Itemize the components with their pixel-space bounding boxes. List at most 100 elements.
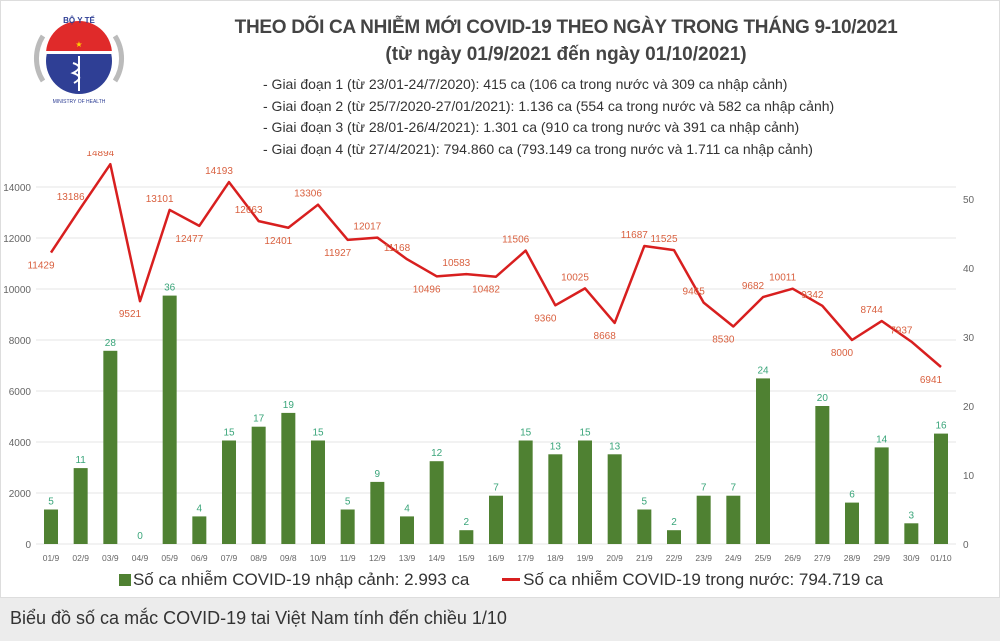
bar-data-label: 11 xyxy=(75,455,86,466)
bar xyxy=(726,495,741,544)
x-axis-tick-label: 01/10 xyxy=(930,553,952,563)
line-data-label: 12017 xyxy=(353,222,381,233)
line-data-label: 9360 xyxy=(534,313,557,324)
line-data-label: 10482 xyxy=(472,285,500,296)
bar-data-label: 13 xyxy=(609,441,621,452)
right-axis-tick-label: 20 xyxy=(963,402,975,413)
legend-label: Số ca nhiễm COVID-19 trong nước: 794.719… xyxy=(523,569,884,589)
x-axis-tick-label: 21/9 xyxy=(636,553,653,563)
x-axis-tick-label: 17/9 xyxy=(517,553,534,563)
bar xyxy=(311,440,325,544)
bar xyxy=(162,295,177,544)
bar xyxy=(251,426,266,544)
svg-text:BỘ Y TẾ: BỘ Y TẾ xyxy=(63,15,95,25)
line-swatch-icon xyxy=(502,577,521,581)
line-data-label: 11525 xyxy=(650,234,678,245)
right-axis-tick-label: 10 xyxy=(963,471,975,482)
infographic: ★ BỘ Y TẾ MINISTRY OF HEALTH THEO DÕI CA… xyxy=(0,0,1000,598)
bar-data-label: 15 xyxy=(223,428,235,439)
x-axis-tick-label: 14/9 xyxy=(428,553,445,563)
line-data-label: 13306 xyxy=(294,189,322,200)
bar xyxy=(44,509,58,544)
x-axis-tick-label: 02/9 xyxy=(72,553,89,563)
line-data-label: 14193 xyxy=(205,166,233,177)
bar-swatch-icon xyxy=(118,573,131,586)
left-axis-tick-label: 14000 xyxy=(3,183,31,194)
bar-data-label: 7 xyxy=(701,483,707,494)
bar-data-label: 24 xyxy=(757,365,769,376)
bar-data-label: 9 xyxy=(375,469,381,480)
x-axis-tick-label: 26/9 xyxy=(784,553,801,563)
x-axis-tick-label: 16/9 xyxy=(488,553,505,563)
domestic-cases-line xyxy=(49,162,942,368)
left-axis-tick-label: 2000 xyxy=(9,489,32,500)
bar-data-label: 17 xyxy=(253,414,265,425)
line-data-label: 10583 xyxy=(442,258,470,269)
bar xyxy=(518,440,533,544)
bar-data-label: 15 xyxy=(520,428,532,439)
bar-data-label: 15 xyxy=(312,428,324,439)
legend-item-domestic: Số ca nhiễm COVID-19 trong nước: 794.719… xyxy=(502,570,883,590)
phase-item: - Giai đoạn 2 (từ 25/7/2020-27/01/2021):… xyxy=(263,97,835,114)
x-axis-tick-label: 10/9 xyxy=(310,553,327,563)
line-data-label: 11927 xyxy=(324,248,352,259)
line-data-label: 11168 xyxy=(384,243,411,254)
x-axis-tick-label: 04/9 xyxy=(132,553,149,563)
bar xyxy=(696,495,711,544)
bar-data-label: 6 xyxy=(849,490,855,501)
x-axis-tick-label: 11/9 xyxy=(340,553,356,563)
x-axis-tick-label: 03/9 xyxy=(102,553,119,563)
image-caption: Biểu đồ số ca mắc COVID-19 tai Việt Nam … xyxy=(0,598,1000,641)
bar-data-label: 16 xyxy=(935,421,947,432)
x-axis-tick-label: 06/9 xyxy=(191,553,208,563)
bar xyxy=(429,461,444,544)
bar-data-label: 0 xyxy=(137,531,143,542)
line-data-label: 9342 xyxy=(801,290,824,301)
phase-item: - Giai đoạn 4 (từ 27/4/2021): 794.860 ca… xyxy=(263,140,813,157)
bar-data-label: 3 xyxy=(909,510,915,521)
bar xyxy=(400,516,414,544)
bar-data-label: 14 xyxy=(876,434,888,445)
x-axis-tick-label: 29/9 xyxy=(873,553,890,563)
bar xyxy=(934,433,948,544)
bar xyxy=(222,440,236,544)
right-axis-tick-label: 30 xyxy=(963,333,975,344)
line-data-label: 13101 xyxy=(146,194,174,205)
phase-item: - Giai đoạn 1 (từ 23/01-24/7/2020): 415 … xyxy=(263,76,788,92)
bar xyxy=(370,481,385,544)
bar-data-label: 28 xyxy=(105,338,117,349)
line-data-label: 12663 xyxy=(235,205,263,216)
bar xyxy=(756,378,770,544)
x-axis-tick-label: 27/9 xyxy=(814,553,831,563)
bar-data-label: 5 xyxy=(642,497,648,508)
bar xyxy=(637,509,652,544)
left-axis-tick-label: 8000 xyxy=(9,336,32,347)
line-data-label: 11506 xyxy=(502,235,530,246)
bar-data-label: 19 xyxy=(283,400,295,411)
bar xyxy=(874,447,889,544)
bar xyxy=(73,468,88,544)
x-axis-tick-label: 19/9 xyxy=(577,553,594,563)
right-axis-tick-label: 0 xyxy=(963,540,969,551)
left-axis-tick-label: 0 xyxy=(25,540,31,551)
x-axis-tick-label: 28/9 xyxy=(844,553,861,563)
bar-data-label: 4 xyxy=(197,503,203,514)
x-axis-tick-label: 23/9 xyxy=(695,553,712,563)
bar-data-label: 5 xyxy=(345,497,351,508)
chart-title: THEO DÕI CA NHIỄM MỚI COVID-19 THEO NGÀY… xyxy=(234,17,898,38)
bar-data-label: 5 xyxy=(48,497,54,508)
right-axis-tick-label: 50 xyxy=(963,195,975,206)
bar xyxy=(103,350,118,544)
x-axis-tick-label: 18/9 xyxy=(547,553,564,563)
line-data-label: 10025 xyxy=(561,272,589,283)
chart-legend: Số ca nhiễm COVID-19 nhập cảnh: 2.993 ca… xyxy=(1,569,1000,590)
x-axis-tick-label: 30/9 xyxy=(903,553,920,563)
x-axis-tick-label: 08/9 xyxy=(250,553,267,563)
line-data-label: 9682 xyxy=(742,281,765,292)
phase-item: - Giai đoạn 3 (từ 28/01-26/4/2021): 1.30… xyxy=(263,119,800,135)
x-axis-tick-label: 25/9 xyxy=(755,553,772,563)
bar-data-label: 36 xyxy=(164,283,176,294)
line-data-label: 8000 xyxy=(831,348,854,359)
right-axis-tick-label: 40 xyxy=(963,264,975,275)
line-data-label: 6941 xyxy=(920,375,943,386)
